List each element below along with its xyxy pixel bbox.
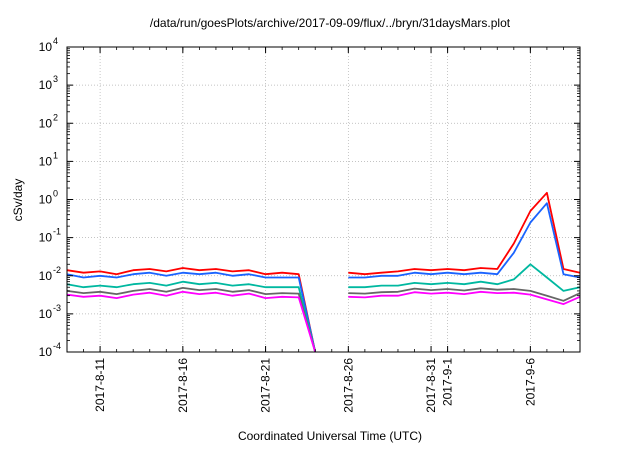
plot-frame (66, 46, 581, 353)
series-line-5 (66, 290, 581, 353)
y-tick-label: 10 (39, 40, 53, 54)
y-tick-label-exponent: 2 (53, 112, 58, 122)
y-tick-label-exponent: 3 (53, 74, 58, 84)
x-tick-label: 2017-8-21 (259, 358, 273, 413)
x-axis-label: Coordinated Universal Time (UTC) (238, 429, 422, 443)
x-tick-label: 2017-9-6 (523, 358, 537, 406)
y-tick-label-exponent: -3 (53, 303, 61, 313)
y-tick-label: 10 (39, 345, 53, 359)
y-tick-label: 10 (39, 231, 53, 245)
y-tick-label-exponent: -2 (53, 265, 61, 275)
y-tick-label-exponent: 1 (53, 150, 58, 160)
x-tick-label: 2017-8-16 (176, 358, 190, 413)
y-tick-label: 10 (39, 269, 53, 283)
y-tick-label: 10 (39, 307, 53, 321)
x-axis-layer: 2017-8-11 2017-8-16 2017-8-21 2017-8-26 2017… (66, 47, 581, 413)
grid-layer (67, 47, 580, 352)
x-tick-label: 2017-9-1 (441, 358, 455, 406)
y-tick-label: 10 (39, 78, 53, 92)
series-line-2 (66, 202, 581, 353)
series-line-3 (66, 263, 581, 353)
y-tick-label: 10 (39, 116, 53, 130)
x-tick-label: 2017-8-26 (341, 358, 355, 413)
y-tick-label-exponent: -4 (53, 341, 61, 351)
y-tick-label: 10 (39, 193, 53, 207)
y-tick-label-exponent: 0 (53, 189, 58, 199)
y-axis-label: cSv/day (11, 179, 25, 222)
series-line-1 (66, 191, 581, 353)
series-line-4 (66, 287, 581, 353)
y-tick-label: 10 (39, 154, 53, 168)
x-tick-label: 2017-8-11 (93, 358, 107, 412)
x-tick-label: 2017-8-31 (424, 358, 438, 413)
y-tick-label-exponent: -1 (53, 227, 61, 237)
y-tick-label-exponent: 4 (53, 36, 58, 46)
series-layer (66, 191, 581, 353)
chart-title: /data/run/goesPlots/archive/2017-09-09/f… (150, 16, 511, 30)
